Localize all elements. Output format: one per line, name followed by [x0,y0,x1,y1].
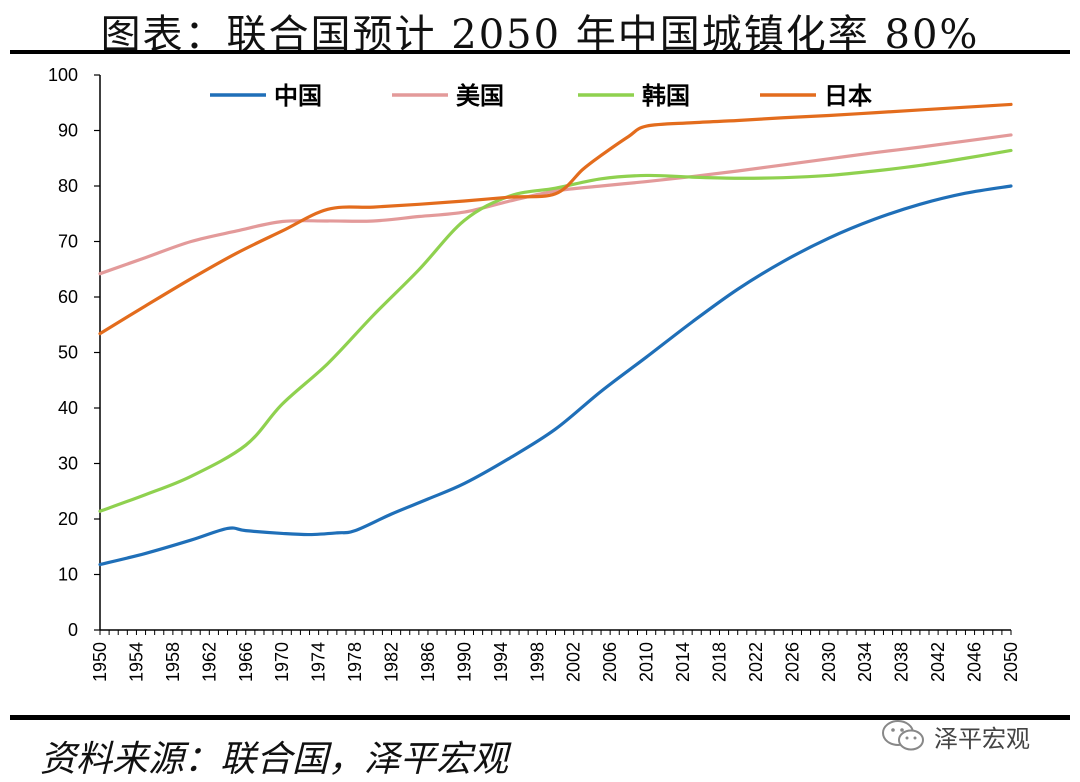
legend-label-4: 日本 [824,82,872,110]
x-tick-label: 1966 [236,642,256,682]
x-tick-label: 1978 [345,642,365,682]
x-tick-label: 1962 [199,642,219,682]
x-tick-label: 1958 [163,642,183,682]
x-tick-label: 2018 [709,642,729,682]
wechat-icon [882,720,924,751]
bottom-rule [10,715,1070,720]
x-tick-label: 1954 [126,642,146,682]
source-note: 资料来源：联合国，泽平宏观 [40,739,509,780]
x-tick-label: 1982 [382,642,402,682]
legend-label-1: 中国 [274,82,322,110]
y-tick-label: 0 [68,620,78,640]
y-tick-label: 10 [58,565,78,585]
x-tick-label: 2050 [1001,642,1021,682]
y-tick-label: 50 [58,343,78,363]
brand-name: 泽平宏观 [934,724,1030,753]
x-tick-label: 2026 [782,642,802,682]
x-tick-label: 2014 [673,642,693,682]
y-tick-label: 100 [48,65,78,85]
x-tick-label: 1974 [309,642,329,682]
y-tick-label: 60 [58,287,78,307]
x-tick-label: 2046 [965,642,985,682]
series-line-3 [98,148,1013,513]
y-tick-label: 70 [58,232,78,252]
x-tick-label: 2038 [892,642,912,682]
top-rule [10,50,1070,54]
x-tick-label: 2030 [819,642,839,682]
x-tick-label: 1998 [527,642,547,682]
x-tick-label: 2022 [746,642,766,682]
x-tick-label: 2006 [600,642,620,682]
legend-label-3: 韩国 [642,82,690,110]
series-line-4 [98,102,1013,336]
x-tick-label: 2002 [564,642,584,682]
x-tick-label: 2034 [855,642,875,682]
y-tick-label: 90 [58,121,78,141]
series-line-1 [98,184,1013,567]
x-tick-label: 1990 [454,642,474,682]
brand-watermark: 泽平宏观 [880,718,1070,754]
x-tick-label: 1986 [418,642,438,682]
legend-label-2: 美国 [456,82,504,110]
x-tick-label: 1994 [491,642,511,682]
x-tick-label: 2042 [928,642,948,682]
x-tick-label: 2010 [637,642,657,682]
series-line-2 [98,133,1013,276]
y-tick-label: 20 [58,509,78,529]
y-tick-label: 30 [58,454,78,474]
x-tick-label: 1970 [272,642,292,682]
y-tick-label: 40 [58,398,78,418]
y-tick-label: 80 [58,176,78,196]
x-tick-label: 1950 [90,642,110,682]
